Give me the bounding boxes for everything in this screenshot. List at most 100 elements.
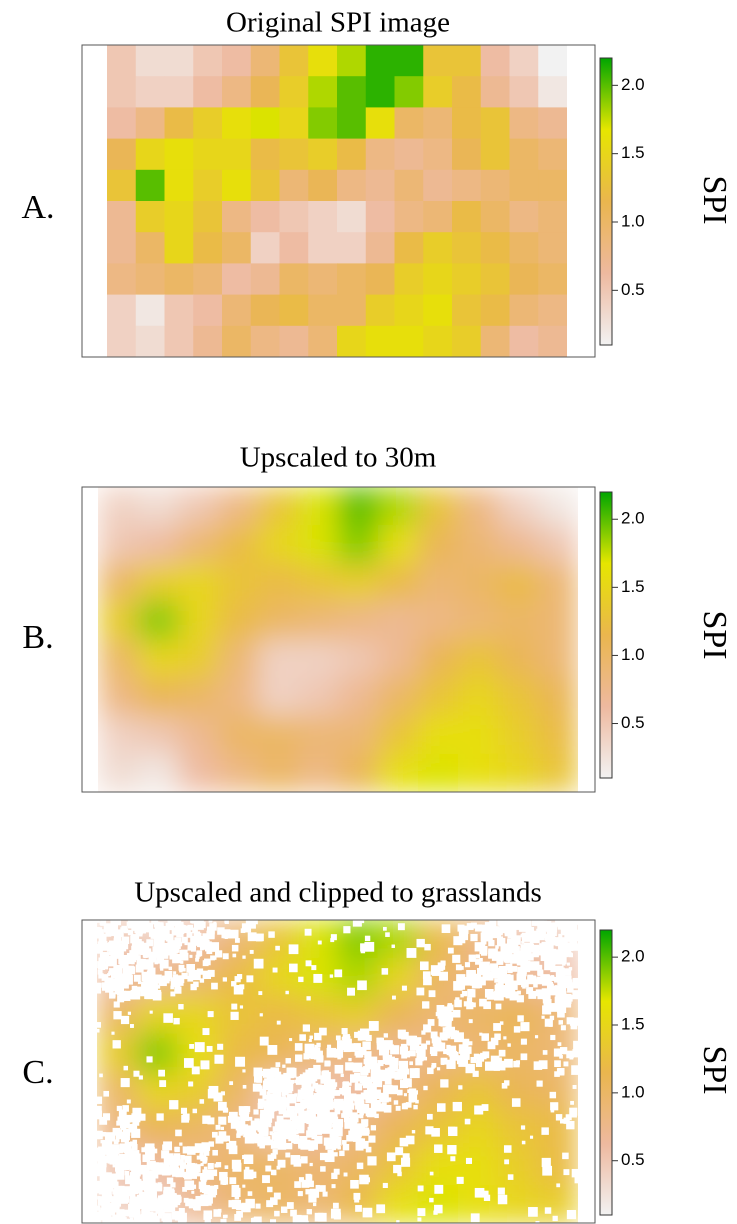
mask-speck	[175, 1168, 185, 1178]
mask-speck	[189, 954, 193, 958]
mask-speck	[262, 1175, 270, 1184]
mask-speck	[326, 1047, 337, 1058]
mask-speck	[222, 1107, 228, 1113]
raster-cell	[337, 263, 367, 296]
mask-speck	[425, 1126, 434, 1135]
mask-speck	[135, 1197, 143, 1205]
mask-speck	[348, 1082, 352, 1086]
mask-speck	[497, 920, 507, 926]
mask-speck	[359, 1110, 364, 1116]
mask-speck	[294, 1108, 300, 1114]
raster-cell	[394, 201, 424, 233]
mask-speck	[127, 958, 134, 965]
mask-speck	[454, 999, 462, 1008]
mask-speck	[537, 964, 543, 970]
mask-speck	[305, 1189, 311, 1195]
mask-speck	[470, 922, 477, 929]
mask-speck	[376, 1042, 385, 1050]
mask-speck	[415, 1058, 423, 1066]
mask-speck	[236, 1210, 243, 1218]
mask-speck	[457, 924, 465, 932]
mask-speck	[562, 1152, 569, 1160]
mask-speck	[549, 1091, 557, 1099]
mask-speck	[135, 1166, 143, 1173]
raster-cell	[378, 677, 419, 717]
colorbar-tick-label: 1.0	[621, 645, 645, 664]
mask-speck	[173, 971, 177, 975]
raster-cell	[394, 294, 424, 327]
mask-speck	[368, 1135, 376, 1143]
mask-speck	[111, 1196, 119, 1204]
mask-speck	[180, 1154, 185, 1160]
mask-speck	[175, 1196, 182, 1203]
mask-speck	[147, 950, 152, 955]
raster-cell	[457, 1071, 499, 1110]
raster-cell	[418, 715, 459, 755]
mask-speck	[122, 1132, 130, 1141]
mask-speck	[141, 1202, 151, 1212]
mask-speck	[108, 971, 113, 976]
mask-speck	[206, 939, 210, 943]
mask-speck	[174, 1215, 180, 1221]
mask-speck	[203, 1166, 208, 1171]
raster-cell	[222, 263, 252, 296]
mask-speck	[312, 1095, 319, 1102]
mask-speck	[153, 930, 162, 939]
plot-frame	[81, 919, 596, 1224]
mask-speck	[304, 928, 312, 936]
mask-speck	[262, 1128, 269, 1135]
mask-speck	[134, 1206, 141, 1213]
mask-speck	[180, 952, 189, 961]
plot-frame	[81, 486, 596, 793]
raster-cell	[279, 169, 309, 202]
mask-speck	[222, 977, 227, 982]
mask-speck	[202, 1028, 210, 1036]
mask-speck	[464, 962, 471, 968]
mask-speck	[112, 1189, 118, 1195]
raster	[98, 487, 578, 792]
mask-speck	[572, 977, 578, 985]
mask-speck	[564, 933, 572, 941]
raster-cell	[250, 263, 281, 296]
mask-speck	[134, 1211, 141, 1218]
mask-speck	[262, 1124, 268, 1129]
mask-speck	[319, 1185, 326, 1192]
mask-speck	[273, 1192, 281, 1200]
mask-speck	[421, 1043, 428, 1050]
raster-cell	[178, 487, 219, 526]
raster-cell	[538, 107, 567, 140]
mask-speck	[466, 923, 474, 930]
mask-speck	[193, 920, 204, 930]
raster-cell	[279, 201, 309, 233]
mask-speck	[158, 977, 167, 987]
mask-speck	[298, 976, 304, 983]
mask-speck	[180, 1107, 188, 1114]
mask-speck	[516, 995, 524, 1003]
mask-speck	[507, 1174, 514, 1180]
mask-speck	[535, 1221, 540, 1223]
raster-cell	[135, 294, 166, 327]
mask-speck	[563, 1169, 570, 1176]
mask-speck	[363, 1058, 369, 1065]
raster-cell	[338, 487, 379, 526]
mask-speck	[146, 1143, 154, 1151]
raster-cell	[457, 1109, 499, 1148]
mask-speck	[537, 950, 543, 956]
mask-speck	[343, 926, 351, 934]
mask-speck	[112, 1214, 122, 1223]
mask-speck	[257, 1098, 265, 1106]
mask-speck	[386, 1097, 392, 1102]
mask-speck	[147, 967, 156, 976]
mask-speck	[367, 1083, 377, 1094]
raster-cell	[497, 1109, 539, 1148]
raster-cell	[337, 138, 367, 171]
raster-cell	[458, 753, 499, 792]
raster-cell	[452, 263, 482, 296]
raster-cell	[177, 1033, 218, 1073]
mask-speck	[458, 1044, 469, 1054]
mask-speck	[383, 1084, 393, 1095]
mask-speck	[97, 1205, 101, 1211]
mask-speck	[177, 1159, 184, 1166]
mask-speck	[474, 1105, 484, 1115]
mask-speck	[206, 948, 213, 955]
